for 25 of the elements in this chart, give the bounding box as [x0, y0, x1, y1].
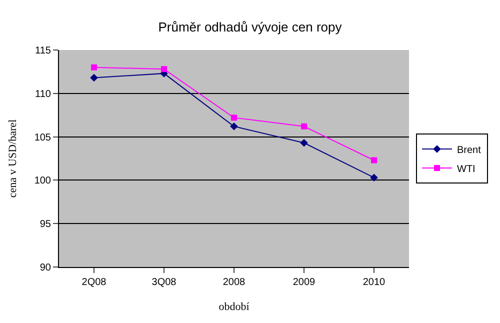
- x-tick-label: 2010: [362, 277, 386, 288]
- point: [231, 114, 237, 121]
- point: [371, 157, 377, 164]
- x-tick-label: 2008: [222, 277, 246, 288]
- y-tick-label: 115: [35, 46, 52, 56]
- x-tick-label: 2Q08: [82, 277, 107, 288]
- point: [370, 174, 378, 182]
- y-tick-label: 95: [40, 219, 52, 230]
- legend-label: Brent: [457, 144, 482, 156]
- point: [301, 123, 307, 130]
- legend-label: WTI: [457, 164, 476, 175]
- point: [91, 64, 97, 70]
- y-tick-label: 105: [34, 132, 52, 144]
- y-axis-title: cena v USD/barel: [6, 119, 19, 198]
- point: [300, 138, 308, 147]
- point: [90, 74, 98, 82]
- x-axis-title: období: [218, 301, 250, 314]
- point: [161, 66, 167, 72]
- y-tick-label: 100: [34, 176, 52, 187]
- point: [230, 122, 238, 130]
- x-tick-label: 2009: [292, 277, 316, 288]
- y-tick-label: 90: [40, 262, 52, 274]
- x-tick-label: 3Q08: [152, 277, 177, 288]
- chart-title: Průměr odhadů vývoje cen ropy: [158, 20, 342, 35]
- y-tick-label: 110: [35, 88, 52, 100]
